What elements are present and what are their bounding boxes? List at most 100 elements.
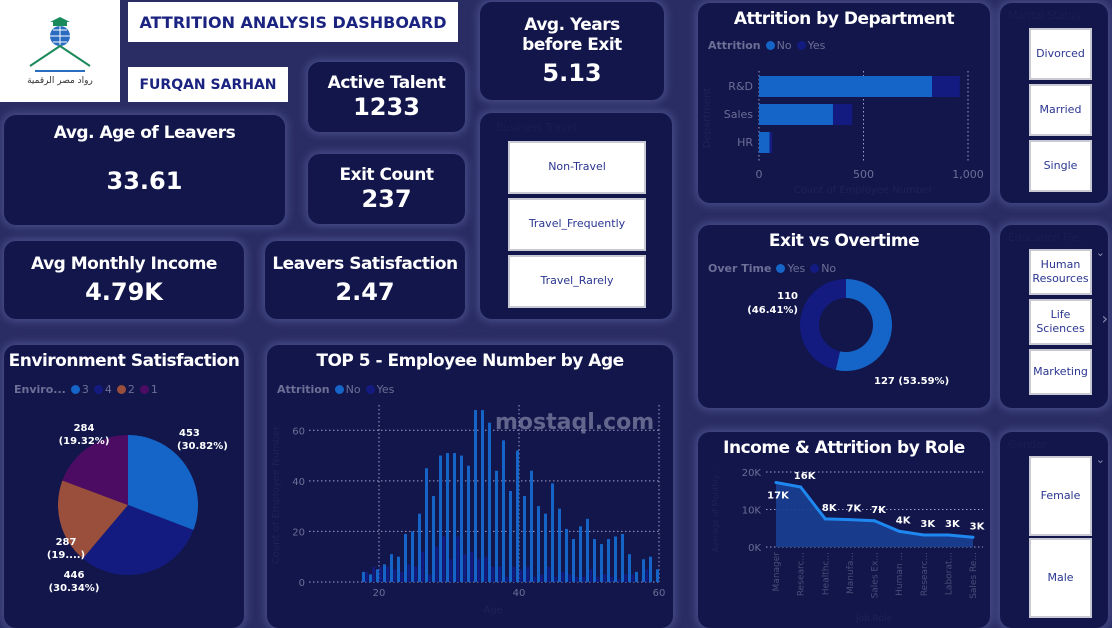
legend-item-yes[interactable]: Yes xyxy=(776,262,805,275)
bar-yes xyxy=(603,574,607,582)
bar-no xyxy=(474,410,477,582)
bar-yes xyxy=(372,566,376,582)
legend-title: Over Time xyxy=(708,262,772,275)
chevron-down-icon[interactable]: ⌄ xyxy=(1095,246,1105,259)
slicer-option[interactable]: Travel_Frequently xyxy=(508,198,646,251)
x-tick-label: 20 xyxy=(373,588,386,599)
legend-title: Attrition xyxy=(708,39,761,52)
bar-yes xyxy=(505,576,509,582)
legend-item-no[interactable]: No xyxy=(334,383,361,396)
x-tick-label: 40 xyxy=(513,588,526,599)
slicer-label: Business Travel xyxy=(496,121,577,134)
slicer-option[interactable]: Human Resources xyxy=(1029,249,1092,295)
bar-yes xyxy=(582,576,586,582)
chart-attrition-by-department: Attrition by Department Attrition No Yes 0… xyxy=(698,3,990,203)
y-tick-label: Sales xyxy=(724,108,754,121)
chart-employee-by-age: TOP 5 - Employee Number by Age Attrition… xyxy=(267,345,673,628)
bar-no xyxy=(467,465,470,582)
bar-no xyxy=(759,76,933,97)
bar-no xyxy=(551,483,554,582)
bar-no xyxy=(572,539,575,582)
kpi-avg-age: Avg. Age of Leavers 33.61 xyxy=(4,115,285,225)
bar-yes xyxy=(379,566,383,582)
y-tick-label: 20 xyxy=(292,527,305,538)
slicer-option[interactable]: Single xyxy=(1029,140,1092,192)
legend-item[interactable]: 2 xyxy=(116,383,135,396)
chart-title: TOP 5 - Employee Number by Age xyxy=(316,351,624,371)
chart-legend: Over Time Yes No xyxy=(708,262,836,275)
chart-title: Environment Satisfaction xyxy=(8,351,240,371)
kpi-leavers-satisfaction: Leavers Satisfaction 2.47 xyxy=(265,241,465,319)
x-tick-label: 0 xyxy=(756,168,763,181)
y-tick-label: HR xyxy=(737,136,753,149)
slicer-option[interactable]: Life Sciences xyxy=(1029,299,1092,345)
legend-item[interactable]: 3 xyxy=(70,383,89,396)
data-point xyxy=(922,533,926,537)
legend-title: Attrition xyxy=(277,383,330,396)
data-label: 16K xyxy=(794,471,817,482)
bar-yes xyxy=(449,559,453,582)
bar-yes xyxy=(561,571,565,582)
chart-title: Exit vs Overtime xyxy=(768,231,920,251)
pie-slice xyxy=(82,505,194,575)
data-point xyxy=(897,529,901,533)
pie-slice xyxy=(800,279,846,370)
slicer-option[interactable]: Non-Travel xyxy=(508,141,646,194)
bar-no xyxy=(502,440,505,582)
pie-slice xyxy=(128,435,198,531)
bar-no xyxy=(411,531,414,582)
slicer-option[interactable]: Married xyxy=(1029,84,1092,136)
bar-no xyxy=(656,569,659,582)
bar-no xyxy=(642,559,645,582)
bar-yes xyxy=(512,566,516,582)
y-axis-label: Department xyxy=(702,88,713,149)
bar-yes xyxy=(386,566,390,582)
legend-item-no[interactable]: No xyxy=(765,39,792,52)
legend-item-yes[interactable]: Yes xyxy=(796,39,825,52)
bar-yes xyxy=(400,571,404,582)
slicer-option[interactable]: Divorced xyxy=(1029,28,1092,80)
bar-no xyxy=(523,496,526,582)
x-tick-label: Researc... xyxy=(920,552,930,596)
chart-environment-satisfaction: Environment Satisfaction Enviro... 3 4 2… xyxy=(4,345,244,628)
chevron-right-icon[interactable]: › xyxy=(1101,309,1108,328)
bar-no xyxy=(593,539,596,582)
bar-yes xyxy=(491,566,495,582)
legend-item[interactable]: 4 xyxy=(93,383,112,396)
slicer-option[interactable]: Female xyxy=(1029,456,1092,536)
y-tick-label: R&D xyxy=(728,80,753,93)
legend-item-no[interactable]: No xyxy=(810,262,836,275)
department-bar-plot: 0 500 1,000 R&D Sales HR Count of Employee Num… xyxy=(702,71,984,196)
data-point xyxy=(848,518,852,522)
chart-income-by-role: Income & Attrition by Role 0K 10K 20K 17K Ma… xyxy=(698,432,990,628)
slicer-option[interactable]: Travel_Rarely xyxy=(508,255,646,308)
bar-no xyxy=(649,556,652,582)
chevron-down-icon[interactable]: ⌄ xyxy=(1095,453,1105,466)
bar-yes xyxy=(568,574,572,582)
kpi-label: Avg. Years before Exit xyxy=(522,15,622,55)
logo-text: رواد مصر الرقمية xyxy=(27,76,93,86)
bar-no xyxy=(558,508,561,582)
x-tick-label: Laborat... xyxy=(944,552,954,595)
data-label: 4K xyxy=(896,515,912,526)
overtime-donut: 127 (53.59%) 110 (46.41%) xyxy=(747,279,949,387)
slicer-option[interactable]: Male xyxy=(1029,538,1092,618)
bar-no xyxy=(453,453,456,582)
pie-slice xyxy=(835,279,892,371)
data-point xyxy=(774,481,778,484)
x-tick-label: Human ... xyxy=(895,552,905,596)
bar-yes xyxy=(428,574,432,582)
bar-yes xyxy=(540,574,544,582)
dashboard-title: ATTRITION ANALYSIS DASHBOARD xyxy=(128,2,458,42)
bar-no xyxy=(488,422,491,582)
data-label: 3K xyxy=(920,519,936,530)
data-label: 446 xyxy=(64,570,85,581)
kpi-avg-years: Avg. Years before Exit 5.13 xyxy=(480,2,664,100)
slicer-option[interactable]: Marketing xyxy=(1029,349,1092,395)
x-axis-label: Job Role xyxy=(855,614,893,624)
bar-no xyxy=(516,450,519,582)
data-label: 284 xyxy=(74,423,95,434)
legend-item[interactable]: 1 xyxy=(139,383,158,396)
legend-item-yes[interactable]: Yes xyxy=(365,383,394,396)
bar-yes xyxy=(624,574,628,582)
